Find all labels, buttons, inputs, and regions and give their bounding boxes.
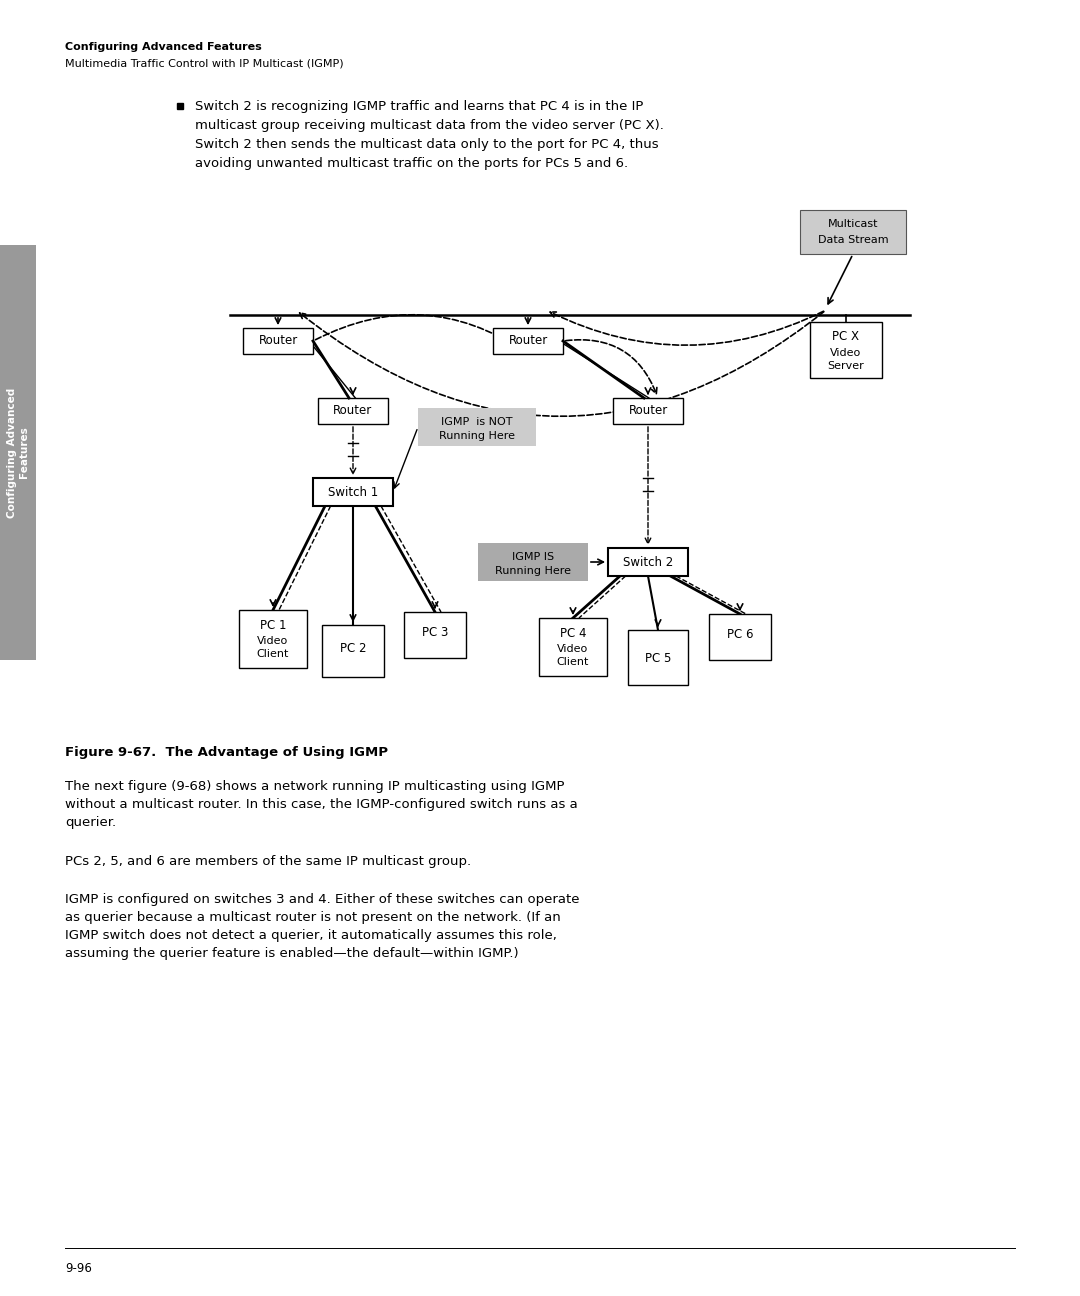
Text: IGMP switch does not detect a querier, it automatically assumes this role,: IGMP switch does not detect a querier, i… — [65, 929, 557, 942]
Text: Configuring Advanced Features: Configuring Advanced Features — [65, 41, 261, 52]
Text: 9-96: 9-96 — [65, 1262, 92, 1275]
Text: multicast group receiving multicast data from the video server (PC X).: multicast group receiving multicast data… — [195, 119, 664, 132]
Text: avoiding unwanted multicast traffic on the ports for PCs 5 and 6.: avoiding unwanted multicast traffic on t… — [195, 157, 629, 170]
Text: IGMP IS: IGMP IS — [512, 552, 554, 562]
Text: IGMP  is NOT: IGMP is NOT — [442, 417, 513, 426]
Text: Router: Router — [334, 404, 373, 417]
Text: Switch 1: Switch 1 — [328, 486, 378, 499]
Text: Switch 2 is recognizing IGMP traffic and learns that PC 4 is in the IP: Switch 2 is recognizing IGMP traffic and… — [195, 100, 644, 113]
Text: without a multicast router. In this case, the IGMP-configured switch runs as a: without a multicast router. In this case… — [65, 798, 578, 811]
Text: Client: Client — [257, 649, 289, 658]
FancyBboxPatch shape — [478, 543, 588, 581]
FancyBboxPatch shape — [810, 321, 882, 378]
Text: Router: Router — [509, 334, 548, 347]
Text: Multicast: Multicast — [827, 219, 878, 229]
Text: PCs 2, 5, and 6 are members of the same IP multicast group.: PCs 2, 5, and 6 are members of the same … — [65, 855, 471, 868]
FancyBboxPatch shape — [322, 625, 384, 677]
FancyBboxPatch shape — [608, 548, 688, 575]
Text: querier.: querier. — [65, 816, 117, 829]
Bar — [0, 245, 36, 660]
Text: Video: Video — [257, 636, 288, 645]
FancyBboxPatch shape — [627, 630, 688, 686]
FancyBboxPatch shape — [492, 328, 563, 354]
Text: PC X: PC X — [833, 330, 860, 343]
Text: The next figure (9-68) shows a network running IP multicasting using IGMP: The next figure (9-68) shows a network r… — [65, 780, 565, 793]
Text: as querier because a multicast router is not present on the network. (If an: as querier because a multicast router is… — [65, 911, 561, 924]
FancyBboxPatch shape — [243, 328, 313, 354]
Text: PC 4: PC 4 — [559, 627, 586, 640]
Text: Data Stream: Data Stream — [818, 235, 889, 245]
FancyBboxPatch shape — [404, 612, 465, 658]
Text: Server: Server — [827, 362, 864, 371]
Text: Switch 2: Switch 2 — [623, 556, 673, 569]
Text: Switch 2 then sends the multicast data only to the port for PC 4, thus: Switch 2 then sends the multicast data o… — [195, 137, 659, 152]
Text: PC 3: PC 3 — [422, 626, 448, 639]
Text: Video: Video — [831, 349, 862, 358]
Text: Router: Router — [629, 404, 667, 417]
FancyBboxPatch shape — [708, 614, 771, 660]
Text: PC 1: PC 1 — [260, 619, 286, 632]
FancyBboxPatch shape — [613, 398, 683, 424]
Text: Running Here: Running Here — [438, 432, 515, 441]
Text: assuming the querier feature is enabled—the default—within IGMP.): assuming the querier feature is enabled—… — [65, 947, 518, 960]
FancyBboxPatch shape — [313, 478, 393, 505]
Text: PC 6: PC 6 — [727, 627, 753, 640]
Text: Client: Client — [557, 657, 590, 667]
FancyBboxPatch shape — [539, 618, 607, 677]
Text: Multimedia Traffic Control with IP Multicast (IGMP): Multimedia Traffic Control with IP Multi… — [65, 58, 343, 67]
FancyBboxPatch shape — [239, 610, 307, 667]
Text: PC 5: PC 5 — [645, 652, 671, 665]
Text: PC 2: PC 2 — [340, 642, 366, 654]
FancyBboxPatch shape — [318, 398, 388, 424]
Text: Figure 9-67.  The Advantage of Using IGMP: Figure 9-67. The Advantage of Using IGMP — [65, 746, 388, 759]
Text: Configuring Advanced
Features: Configuring Advanced Features — [8, 388, 29, 517]
Text: Running Here: Running Here — [495, 566, 571, 575]
Text: IGMP is configured on switches 3 and 4. Either of these switches can operate: IGMP is configured on switches 3 and 4. … — [65, 893, 580, 906]
Text: Router: Router — [258, 334, 298, 347]
Text: Video: Video — [557, 644, 589, 654]
FancyBboxPatch shape — [418, 408, 536, 446]
FancyBboxPatch shape — [800, 210, 906, 254]
